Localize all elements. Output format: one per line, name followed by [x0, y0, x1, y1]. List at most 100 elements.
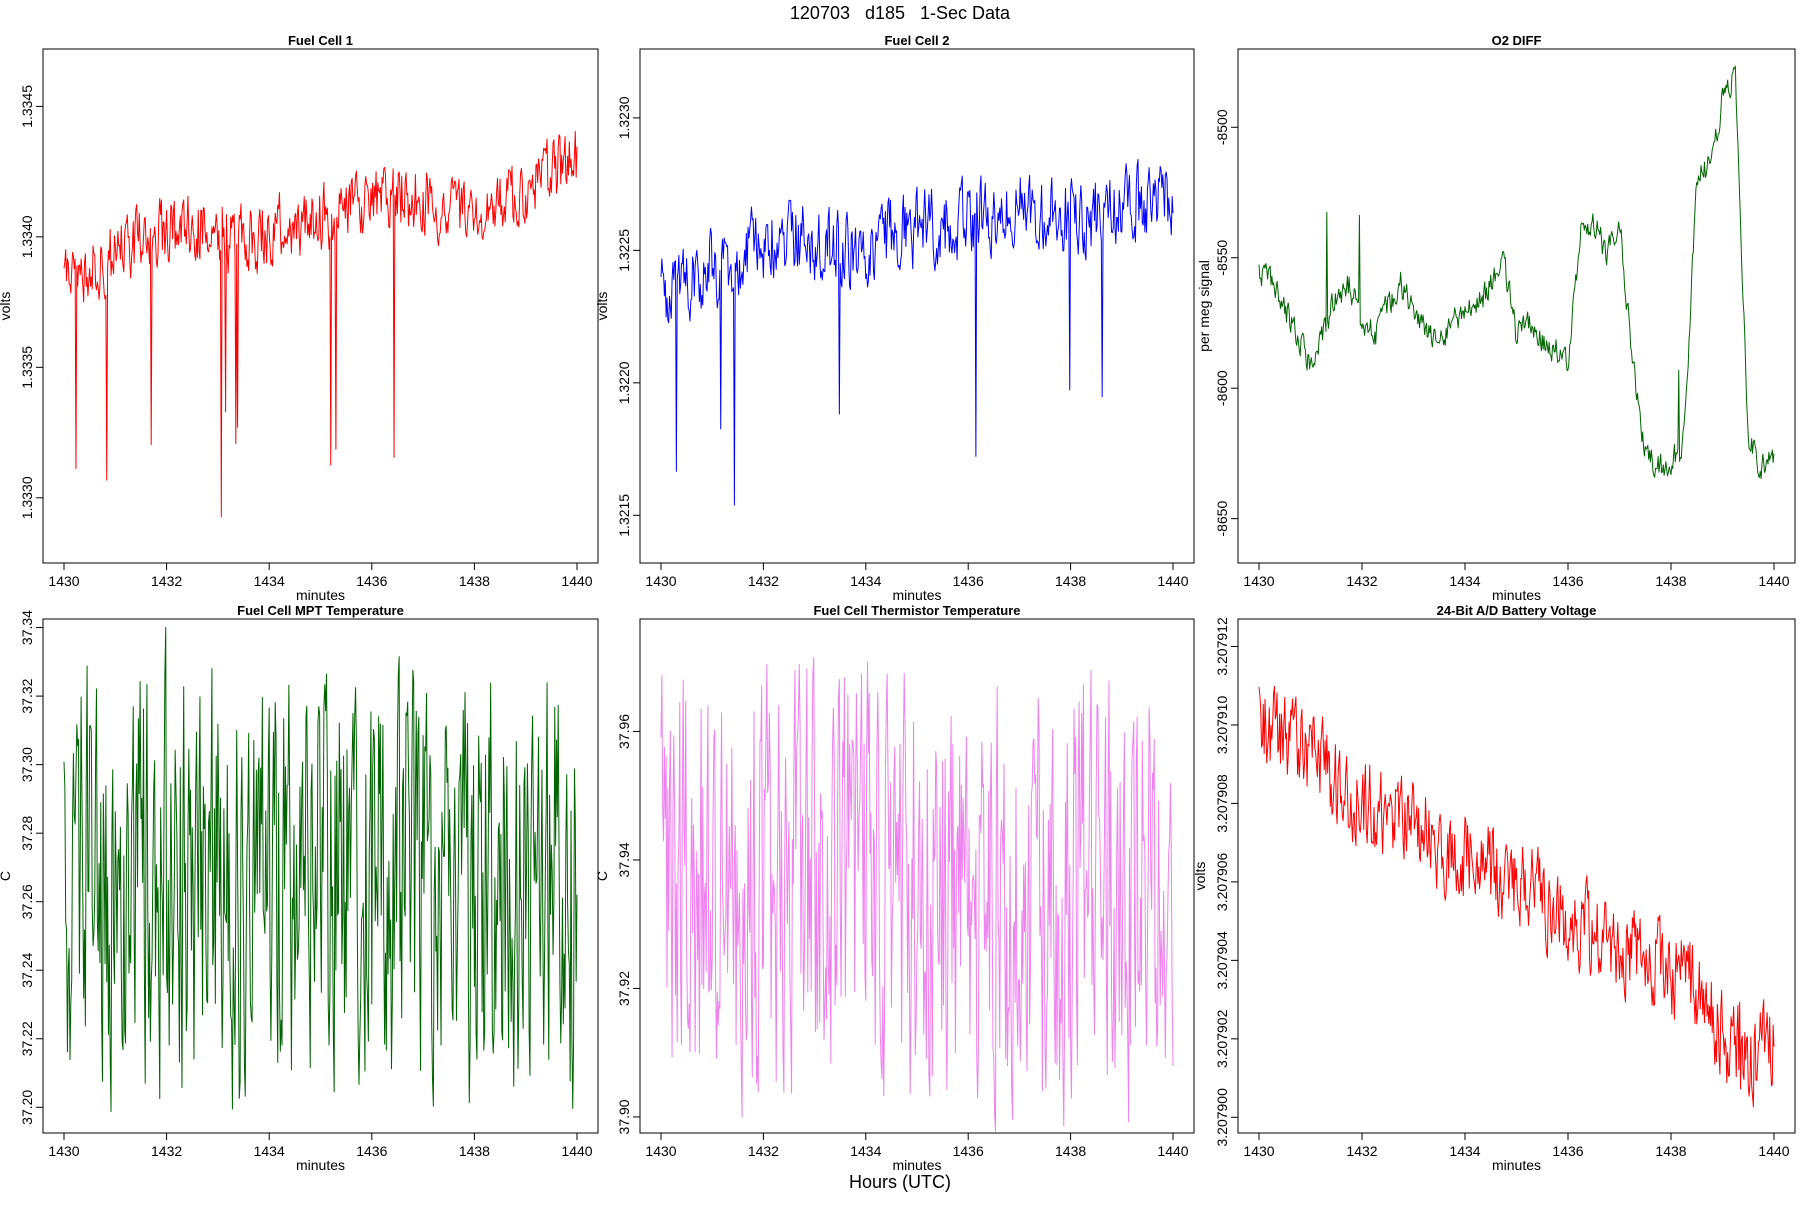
x-tick-label: 1432: [1346, 573, 1377, 589]
y-axis-label: C: [0, 871, 13, 881]
x-tick-label: 1430: [645, 1143, 676, 1159]
x-tick-label: 1436: [356, 1143, 387, 1159]
y-axis-label: per meg signal: [1196, 260, 1212, 352]
x-tick-label: 1432: [151, 573, 182, 589]
panel-title: Fuel Cell 1: [288, 33, 353, 48]
y-tick-label: 37.24: [19, 953, 35, 988]
x-tick-label: 1434: [1449, 1143, 1480, 1159]
series-line: [63, 627, 578, 1113]
x-tick-label: 1434: [254, 573, 285, 589]
y-tick-label: 1.3230: [616, 96, 632, 139]
x-tick-label: 1432: [151, 1143, 182, 1159]
y-tick-label: 1.3220: [616, 361, 632, 404]
x-axis-label: minutes: [1492, 587, 1541, 603]
panel-title: Fuel Cell MPT Temperature: [237, 603, 404, 618]
x-tick-label: 1430: [48, 1143, 79, 1159]
panel-title: 24-Bit A/D Battery Voltage: [1437, 603, 1597, 618]
y-tick-label: 1.3330: [19, 476, 35, 519]
y-tick-label: 3.207912: [1214, 617, 1230, 676]
x-tick-label: 1438: [1055, 573, 1086, 589]
y-tick-label: 3.207902: [1214, 1009, 1230, 1068]
plot-frame: [42, 48, 599, 564]
x-tick-label: 1440: [561, 573, 592, 589]
series-line: [660, 159, 1174, 506]
y-tick-label: 3.207906: [1214, 852, 1230, 911]
chart-panel-3: O2 DIFF 1430 1432 1434 1436 1438 1440 minutes -8…: [1196, 33, 1796, 603]
y-axis-label: volts: [0, 292, 13, 321]
x-axis-label: minutes: [296, 587, 345, 603]
y-tick-label: 37.22: [19, 1021, 35, 1056]
plot-frame: [1237, 48, 1796, 564]
panel-title: O2 DIFF: [1492, 33, 1542, 48]
y-tick-label: 3.207910: [1214, 696, 1230, 755]
chart-panel-5: Fuel Cell Thermistor Temperature 1430 1432…: [594, 603, 1195, 1173]
y-tick-label: 37.30: [19, 747, 35, 782]
x-tick-label: 1440: [1157, 573, 1188, 589]
y-tick-label: 1.3215: [616, 494, 632, 537]
x-axis-label: minutes: [892, 1157, 941, 1173]
x-tick-label: 1438: [1055, 1143, 1086, 1159]
x-tick-label: 1436: [1552, 573, 1583, 589]
y-tick-label: 1.3345: [19, 85, 35, 128]
series-line: [660, 656, 1174, 1132]
x-tick-label: 1438: [1655, 1143, 1686, 1159]
x-tick-label: 1438: [1655, 573, 1686, 589]
y-tick-label: 1.3340: [19, 215, 35, 258]
x-axis-label: minutes: [1492, 1157, 1541, 1173]
y-tick-label: 37.92: [616, 971, 632, 1006]
chart-panel-1: Fuel Cell 1 1430 1432 1434 1436 1438 1440 minut…: [0, 33, 599, 603]
y-tick-label: 37.90: [616, 1099, 632, 1134]
y-tick-label: 3.207904: [1214, 931, 1230, 990]
x-tick-label: 1436: [1552, 1143, 1583, 1159]
y-tick-label: 37.20: [19, 1090, 35, 1125]
y-axis-label: C: [594, 871, 610, 881]
x-tick-label: 1438: [459, 573, 490, 589]
chart-panel-2: Fuel Cell 2 1430 1432 1434 1436 1438 1440 minut…: [594, 33, 1195, 603]
y-tick-label: 37.28: [19, 815, 35, 850]
y-axis-label: volts: [1192, 862, 1208, 891]
x-tick-label: 1430: [1243, 1143, 1274, 1159]
y-tick-label: -8550: [1214, 240, 1230, 276]
x-axis-label: minutes: [296, 1157, 345, 1173]
panel-title: Fuel Cell 2: [884, 33, 949, 48]
y-tick-label: 37.32: [19, 678, 35, 713]
series-line: [63, 131, 578, 518]
y-axis-label: volts: [594, 292, 610, 321]
y-tick-label: 37.34: [19, 610, 35, 645]
x-tick-label: 1436: [953, 1143, 984, 1159]
x-tick-label: 1440: [1157, 1143, 1188, 1159]
x-tick-label: 1430: [645, 573, 676, 589]
series-line: [1258, 686, 1775, 1108]
figure-x-label: Hours (UTC): [849, 1172, 951, 1192]
y-tick-label: 37.96: [616, 714, 632, 749]
x-tick-label: 1440: [1758, 573, 1789, 589]
y-tick-label: -8600: [1214, 370, 1230, 406]
x-tick-label: 1440: [561, 1143, 592, 1159]
x-tick-label: 1434: [254, 1143, 285, 1159]
panel-title: Fuel Cell Thermistor Temperature: [813, 603, 1020, 618]
x-tick-label: 1434: [850, 1143, 881, 1159]
x-tick-label: 1430: [48, 573, 79, 589]
series-line: [1258, 65, 1775, 480]
x-tick-label: 1430: [1243, 573, 1274, 589]
y-tick-label: 3.207908: [1214, 774, 1230, 833]
x-tick-label: 1434: [850, 573, 881, 589]
x-tick-label: 1436: [953, 573, 984, 589]
x-tick-label: 1434: [1449, 573, 1480, 589]
x-axis-label: minutes: [892, 587, 941, 603]
figure-title: 120703 d185 1-Sec Data: [789, 3, 1011, 23]
y-tick-label: 37.26: [19, 884, 35, 919]
x-tick-label: 1440: [1758, 1143, 1789, 1159]
y-tick-label: -8650: [1214, 501, 1230, 537]
y-tick-label: -8500: [1214, 109, 1230, 145]
x-tick-label: 1432: [748, 573, 779, 589]
plot-frame: [639, 48, 1195, 564]
x-tick-label: 1438: [459, 1143, 490, 1159]
x-tick-label: 1436: [356, 573, 387, 589]
chart-panel-6: 24-Bit A/D Battery Voltage 1430 1432 1434 14…: [1192, 603, 1796, 1173]
y-tick-label: 3.207900: [1214, 1088, 1230, 1147]
chart-panel-4: Fuel Cell MPT Temperature 1430 1432 1434 143…: [0, 603, 599, 1173]
y-tick-label: 1.3225: [616, 229, 632, 272]
